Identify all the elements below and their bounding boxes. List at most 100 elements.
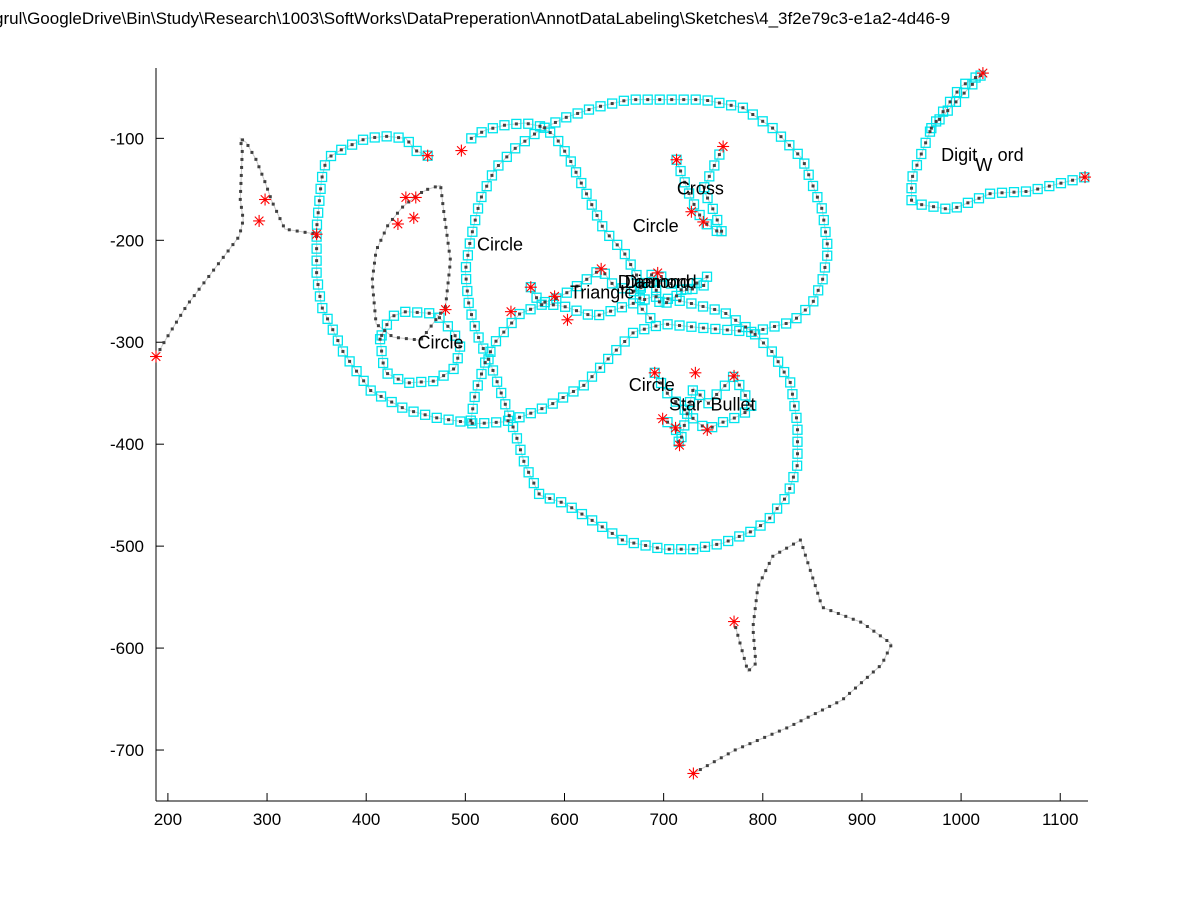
- point-marker: [320, 175, 324, 179]
- point-marker: [443, 217, 447, 221]
- box-marker: [757, 116, 768, 127]
- box-marker: [635, 282, 647, 293]
- star-marker: [409, 191, 422, 204]
- point-marker: [585, 192, 589, 196]
- point-marker: [231, 243, 235, 247]
- point-marker: [853, 686, 857, 690]
- point-marker: [197, 287, 201, 291]
- star-stroke: [978, 68, 988, 78]
- box-marker: [746, 400, 757, 411]
- point-marker: [641, 281, 645, 285]
- star-marker: [407, 211, 420, 224]
- point-marker: [929, 126, 933, 130]
- point-marker: [548, 131, 552, 135]
- box-marker: [690, 94, 701, 105]
- point-marker: [799, 719, 803, 723]
- box-marker: [500, 399, 511, 410]
- point-marker: [467, 301, 471, 305]
- point-marker: [385, 323, 389, 327]
- box-marker: [581, 188, 592, 200]
- point-marker: [705, 275, 709, 279]
- box-marker: [779, 493, 790, 505]
- point-marker: [639, 286, 643, 290]
- point-marker: [767, 561, 771, 565]
- point-marker: [744, 325, 748, 329]
- point-marker: [496, 163, 500, 167]
- point-marker: [620, 305, 624, 309]
- box-marker: [962, 197, 974, 208]
- point-marker: [576, 111, 580, 115]
- box-marker: [322, 313, 333, 325]
- point-marker: [807, 173, 811, 177]
- point-marker: [763, 735, 767, 739]
- star-stroke: [549, 291, 560, 302]
- point-marker: [257, 165, 261, 169]
- star-marker: [651, 266, 664, 279]
- point-marker: [511, 425, 515, 429]
- point-marker: [447, 418, 451, 422]
- box-marker: [565, 156, 576, 167]
- point-marker: [710, 425, 714, 429]
- point-marker: [654, 324, 658, 328]
- box-marker: [686, 321, 697, 332]
- point-marker: [379, 394, 383, 398]
- point-marker: [784, 321, 788, 325]
- box-marker: [697, 301, 709, 312]
- point-marker: [179, 313, 183, 317]
- box-marker: [476, 368, 487, 380]
- point-marker: [920, 203, 924, 207]
- point-marker: [755, 739, 759, 743]
- star-marker: [697, 215, 710, 228]
- box-marker: [951, 86, 963, 98]
- point-marker: [374, 317, 378, 321]
- box-marker: [529, 128, 540, 140]
- box-marker: [666, 94, 677, 105]
- point-marker: [757, 583, 761, 587]
- point-marker: [679, 435, 683, 439]
- box-marker: [683, 188, 695, 199]
- point-marker: [538, 124, 542, 128]
- point-marker: [698, 768, 702, 772]
- star-stroke: [311, 229, 322, 239]
- point-marker: [590, 518, 594, 522]
- x-tick-label: 900: [848, 810, 876, 829]
- point-marker: [915, 163, 919, 167]
- point-marker: [315, 271, 319, 275]
- star-marker: [689, 366, 702, 379]
- point-marker: [773, 324, 777, 328]
- point-marker: [386, 372, 390, 376]
- box-marker: [727, 371, 739, 383]
- point-marker: [266, 187, 270, 191]
- point-marker: [829, 609, 833, 613]
- point-marker: [844, 614, 848, 618]
- point-marker: [811, 299, 815, 303]
- box-marker: [679, 177, 690, 188]
- star-marker: [656, 412, 669, 425]
- box-marker: [438, 370, 449, 381]
- box-marker: [581, 274, 592, 285]
- point-marker: [415, 149, 419, 153]
- box-marker: [699, 541, 711, 552]
- star-stroke: [456, 145, 467, 156]
- point-marker: [610, 102, 614, 106]
- box-marker: [951, 202, 962, 213]
- box-marker: [820, 226, 831, 238]
- point-marker: [420, 190, 424, 194]
- annotation-label: Diamond: [618, 272, 690, 292]
- point-marker: [623, 340, 627, 344]
- point-marker: [404, 337, 408, 341]
- point-marker: [236, 236, 240, 240]
- point-marker: [988, 192, 992, 196]
- point-marker: [941, 110, 945, 114]
- annotation-label: Circle: [477, 234, 523, 254]
- star-stroke: [411, 192, 421, 203]
- point-marker: [535, 296, 539, 300]
- box-marker: [463, 297, 474, 309]
- point-marker: [691, 547, 695, 551]
- point-marker: [679, 288, 683, 292]
- y-tick-label: -100: [110, 129, 144, 148]
- box-marker: [314, 291, 326, 302]
- box-marker: [374, 334, 386, 345]
- point-marker: [700, 424, 704, 428]
- box-marker: [469, 320, 480, 332]
